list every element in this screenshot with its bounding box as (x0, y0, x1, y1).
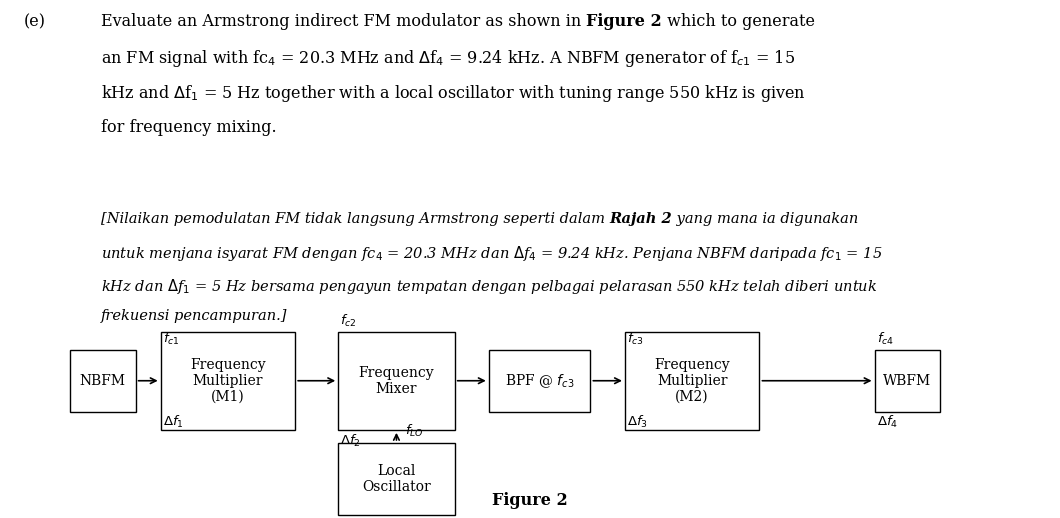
Text: $\Delta f_1$: $\Delta f_1$ (163, 414, 183, 430)
Text: $f_{c3}$: $f_{c3}$ (628, 331, 643, 347)
Text: an FM signal with fc$_4$ = 20.3 MHz and $\Delta$f$_4$ = 9.24 kHz. A NBFM generat: an FM signal with fc$_4$ = 20.3 MHz and … (101, 48, 795, 69)
Text: WBFM: WBFM (883, 373, 932, 388)
Text: $\Delta f_4$: $\Delta f_4$ (877, 414, 898, 430)
FancyBboxPatch shape (161, 332, 295, 430)
Text: Evaluate an Armstrong indirect FM modulator as shown in: Evaluate an Armstrong indirect FM modula… (101, 13, 586, 30)
Text: Frequency
Multiplier
(M1): Frequency Multiplier (M1) (190, 357, 266, 404)
FancyBboxPatch shape (338, 332, 455, 430)
Text: $\Delta f_2$: $\Delta f_2$ (340, 433, 360, 449)
FancyBboxPatch shape (874, 350, 940, 412)
Text: kHz dan $\Delta$f$_1$ = 5 Hz bersama pengayun tempatan dengan pelbagai pelarasan: kHz dan $\Delta$f$_1$ = 5 Hz bersama pen… (101, 277, 877, 296)
FancyBboxPatch shape (70, 350, 136, 412)
Text: untuk menjana isyarat FM dengan fc$_4$ = 20.3 MHz dan $\Delta$f$_4$ = 9.24 kHz. : untuk menjana isyarat FM dengan fc$_4$ =… (101, 244, 882, 264)
Text: NBFM: NBFM (80, 373, 126, 388)
Text: frekuensi pencampuran.]: frekuensi pencampuran.] (101, 309, 287, 323)
Text: which to generate: which to generate (661, 13, 815, 30)
Text: for frequency mixing.: for frequency mixing. (101, 119, 277, 136)
Text: $f_{c4}$: $f_{c4}$ (877, 331, 894, 347)
Text: [Nilaikan pemodulatan FM tidak langsung Armstrong seperti dalam: [Nilaikan pemodulatan FM tidak langsung … (101, 212, 610, 226)
Text: Figure 2: Figure 2 (586, 13, 661, 30)
Text: kHz and $\Delta$f$_1$ = 5 Hz together with a local oscillator with tuning range : kHz and $\Delta$f$_1$ = 5 Hz together wi… (101, 83, 806, 105)
Text: (e): (e) (23, 13, 46, 30)
Text: $f_{LO}$: $f_{LO}$ (405, 423, 424, 439)
Text: $f_{c2}$: $f_{c2}$ (340, 313, 357, 329)
FancyBboxPatch shape (625, 332, 759, 430)
Text: BPF @ $f_{c3}$: BPF @ $f_{c3}$ (505, 372, 575, 390)
FancyBboxPatch shape (489, 350, 590, 412)
Text: Frequency
Mixer: Frequency Mixer (358, 366, 435, 396)
Text: $\Delta f_3$: $\Delta f_3$ (628, 414, 648, 430)
Text: yang mana ia digunakan: yang mana ia digunakan (672, 212, 859, 226)
Text: Figure 2: Figure 2 (492, 492, 568, 509)
FancyBboxPatch shape (338, 443, 455, 515)
Text: $f_{c1}$: $f_{c1}$ (163, 331, 179, 347)
Text: Local
Oscillator: Local Oscillator (363, 464, 430, 494)
Text: Frequency
Multiplier
(M2): Frequency Multiplier (M2) (654, 357, 730, 404)
Text: Rajah 2: Rajah 2 (610, 212, 672, 226)
